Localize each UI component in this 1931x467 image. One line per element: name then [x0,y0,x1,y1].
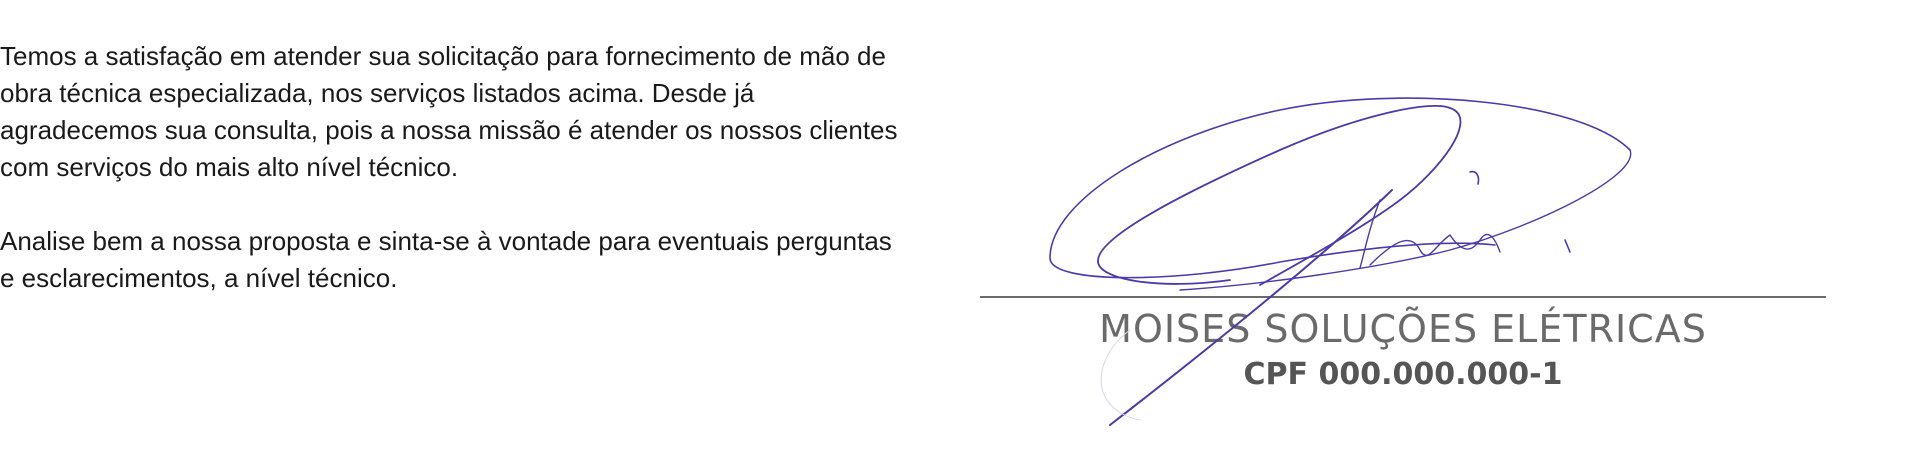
handwritten-signature [1049,97,1632,426]
letter-paragraph: Analise bem a nossa proposta e sinta-se … [0,226,892,293]
stamp-ghost [1100,329,1141,421]
signature-stroke [1369,233,1501,266]
signature-block: MOISES SOLUÇÕES ELÉTRICAS CPF 000.000.00… [980,0,1830,467]
company-cpf: CPF 000.000.000-1 [1243,357,1563,392]
signature-stroke [1359,199,1381,269]
signature-stroke [1049,97,1631,279]
signature-stroke [1564,239,1571,253]
signature-stroke [1469,170,1480,185]
signature-stroke [1179,149,1632,291]
signature-line [980,296,1826,298]
letter-paragraph: Temos a satisfação em atender sua solici… [0,41,898,182]
signature-stroke [1097,105,1451,285]
signature-stroke [1259,107,1462,286]
signature-stroke [1109,189,1393,426]
letter-body: Temos a satisfação em atender sua solici… [0,38,900,334]
company-name: MOISES SOLUÇÕES ELÉTRICAS [1099,307,1707,351]
